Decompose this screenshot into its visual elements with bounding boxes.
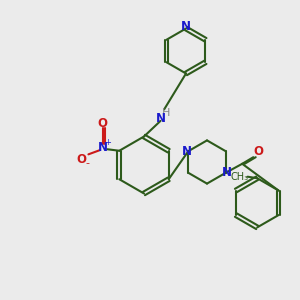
Text: N: N	[222, 166, 232, 179]
Text: N: N	[98, 141, 108, 154]
Text: O: O	[76, 153, 86, 166]
Text: N: N	[155, 112, 166, 125]
Text: N: N	[182, 145, 192, 158]
Text: N: N	[181, 20, 191, 33]
Text: +: +	[104, 138, 111, 147]
Text: CH₃: CH₃	[230, 172, 248, 182]
Text: O: O	[254, 145, 264, 158]
Text: H: H	[162, 108, 170, 118]
Text: O: O	[98, 117, 108, 130]
Text: -: -	[85, 158, 89, 168]
